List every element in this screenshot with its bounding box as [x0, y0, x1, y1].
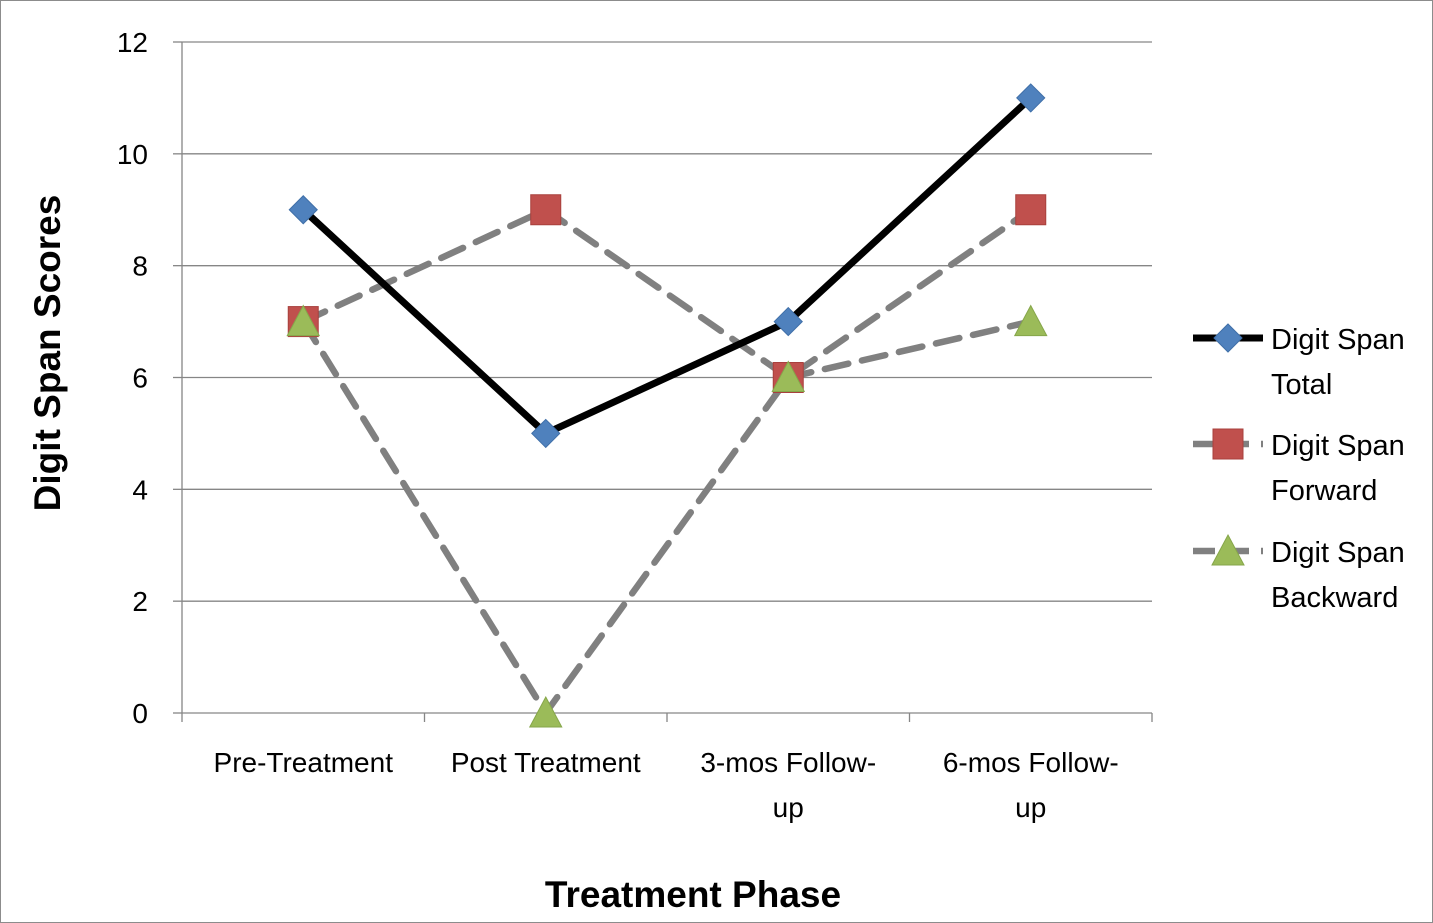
y-tick-label: 6	[132, 363, 148, 394]
legend-marker	[1213, 323, 1243, 353]
y-tick-label: 4	[132, 474, 148, 505]
x-tick-label-line: 6-mos Follow-	[943, 747, 1119, 778]
y-tick-label: 2	[132, 586, 148, 617]
data-point	[531, 418, 561, 449]
legend-marker	[1212, 428, 1244, 460]
x-tick-label-line: Pre-Treatment	[214, 747, 394, 778]
data-point	[771, 360, 806, 392]
series-line-digit-span-total	[300, 95, 1034, 437]
series-line-digit-span-backward	[300, 318, 1034, 717]
data-point	[286, 304, 321, 337]
y-tick-label: 0	[132, 698, 148, 729]
x-tick-label: 6-mos Follow-up	[943, 747, 1119, 823]
data-point	[1016, 83, 1046, 113]
x-tick-label: Post Treatment	[451, 747, 641, 778]
legend-label-line: Forward	[1271, 475, 1377, 507]
legend-label: Digit Span Backward	[1271, 537, 1405, 614]
axes: 0 2 4 6 8 10 12 Pre-Treatment Post Treatment 3-mo…	[117, 27, 1153, 823]
x-axis-title: Treatment Phase	[545, 874, 841, 915]
legend-label-line: Backward	[1271, 582, 1398, 614]
x-tick-label-line: 3-mos Follow-	[700, 747, 876, 778]
legend-label-line: Total	[1271, 369, 1332, 401]
legend-label-line: Digit Span	[1271, 430, 1405, 462]
data-point	[773, 306, 803, 337]
y-axis-title: Digit Span Scores	[27, 195, 68, 512]
x-tick-label-line: up	[1015, 792, 1046, 823]
x-tick-label: 3-mos Follow-up	[700, 747, 876, 823]
legend-label: Digit Span Total	[1271, 324, 1405, 401]
y-tick-label: 12	[117, 27, 148, 58]
legend-label-line: Digit Span	[1271, 537, 1405, 569]
y-tick-label: 8	[132, 251, 148, 282]
data-point	[1013, 304, 1048, 337]
data-point	[530, 194, 562, 226]
series-line-digit-span-forward	[300, 206, 1034, 381]
x-tick-label-line: Post Treatment	[451, 747, 641, 778]
data-point	[288, 195, 318, 225]
legend-label-line: Digit Span	[1271, 324, 1405, 356]
legend-label: Digit Span Forward	[1271, 430, 1405, 507]
data-point	[528, 695, 563, 728]
gridlines	[182, 41, 1152, 602]
x-tick-label-line: up	[773, 792, 804, 823]
legend-marker	[1211, 533, 1245, 566]
x-tick-label: Pre-Treatment	[214, 747, 394, 778]
data-point	[1015, 194, 1047, 226]
y-tick-label: 10	[117, 139, 148, 170]
plot-area	[286, 83, 1048, 728]
